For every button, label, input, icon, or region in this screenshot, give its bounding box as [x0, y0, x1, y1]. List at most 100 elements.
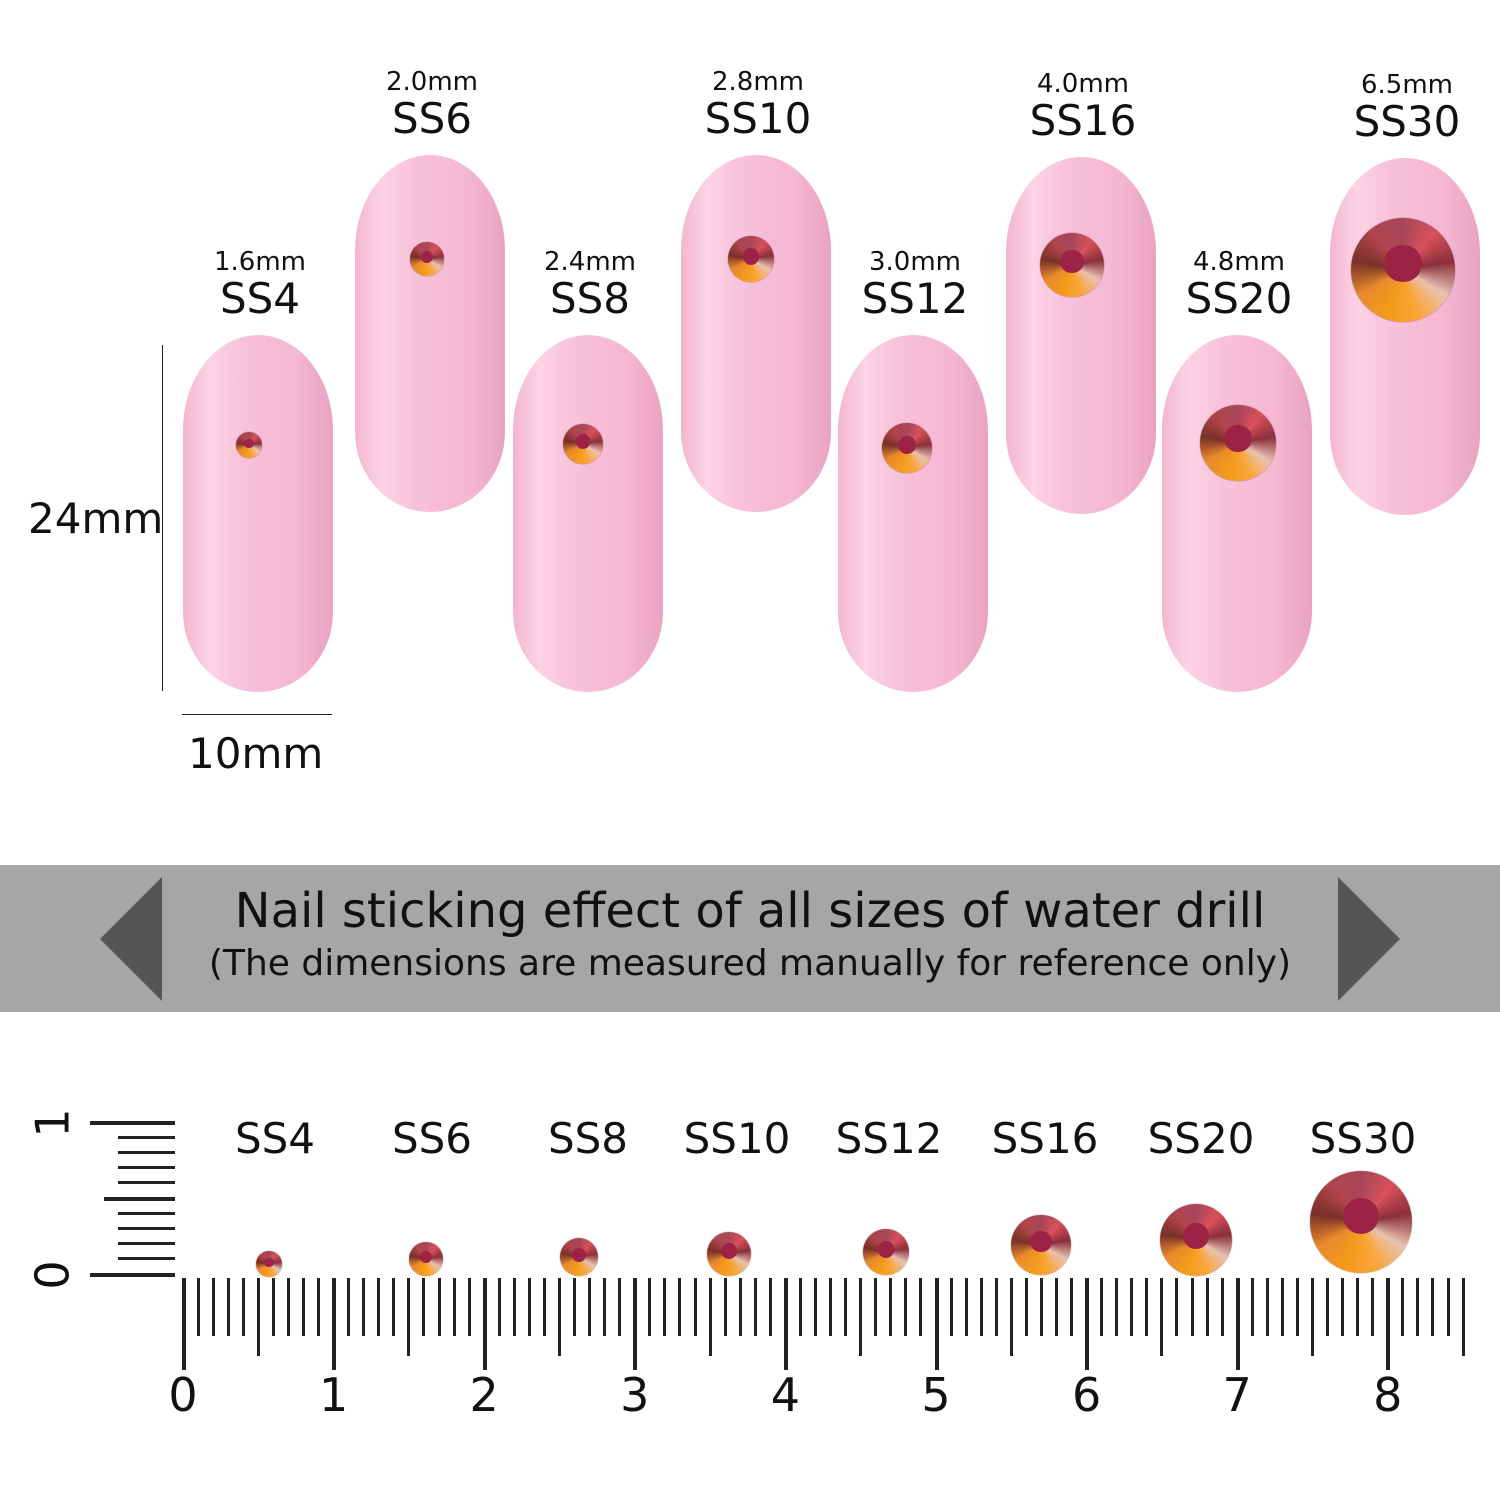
size-ss-label: SS16 — [1029, 96, 1137, 145]
height-label: 24mm — [28, 494, 164, 543]
rhinestone-icon — [1310, 1171, 1412, 1273]
nail — [1006, 157, 1156, 514]
ruler-tick — [1401, 1278, 1405, 1336]
vertical-ruler-number: 0 — [25, 1260, 80, 1290]
ruler-size-label: SS30 — [1309, 1114, 1417, 1163]
ruler-tick — [874, 1278, 878, 1336]
vertical-ruler-tick — [118, 1226, 175, 1230]
ruler-tick — [437, 1278, 441, 1336]
rhinestone-icon — [863, 1229, 909, 1275]
ruler-tick — [196, 1278, 200, 1336]
size-mm-label: 3.0mm — [868, 247, 961, 277]
ruler-number: 5 — [921, 1368, 951, 1422]
ruler-tick — [482, 1278, 487, 1370]
ruler-tick — [1311, 1278, 1314, 1356]
ruler-tick — [226, 1278, 230, 1336]
ruler-tick — [844, 1278, 848, 1336]
ruler-tick — [1085, 1278, 1090, 1370]
vertical-ruler-tick — [118, 1135, 175, 1139]
ruler-tick — [1235, 1278, 1240, 1370]
ruler-tick — [964, 1278, 968, 1336]
ruler-size-label: SS16 — [991, 1114, 1099, 1163]
rhinestone-icon — [1040, 233, 1104, 297]
banner-title: Nail sticking effect of all sizes of wat… — [234, 883, 1266, 939]
ruler-tick — [1431, 1278, 1435, 1336]
nail — [355, 155, 505, 512]
ruler-tick — [949, 1278, 953, 1336]
ruler-tick — [527, 1278, 531, 1336]
ruler-number: 8 — [1373, 1368, 1403, 1422]
ruler-tick — [994, 1278, 998, 1336]
size-ss-label: SS8 — [549, 274, 631, 323]
ruler-number: 2 — [469, 1368, 499, 1422]
size-ss-label: SS6 — [391, 94, 473, 143]
vertical-ruler-tick — [90, 1120, 175, 1125]
ruler-tick — [919, 1278, 923, 1336]
ruler-tick — [1039, 1278, 1043, 1336]
ruler-tick — [738, 1278, 742, 1336]
ruler-tick — [1145, 1278, 1149, 1336]
rhinestone-icon — [560, 1238, 598, 1276]
ruler-tick — [663, 1278, 667, 1336]
ruler-tick — [1326, 1278, 1330, 1336]
ruler-tick — [934, 1278, 939, 1370]
rhinestone-icon — [236, 432, 262, 458]
size-mm-label: 4.8mm — [1192, 247, 1285, 277]
ruler-tick — [1250, 1278, 1254, 1336]
ruler-tick — [1100, 1278, 1104, 1336]
vertical-ruler-tick — [118, 1150, 175, 1154]
vertical-ruler-tick — [118, 1242, 175, 1246]
vertical-ruler-number: 1 — [25, 1108, 80, 1138]
height-dimension-line — [162, 345, 163, 691]
rhinestone-icon — [410, 242, 444, 276]
ruler-tick — [467, 1278, 471, 1336]
size-mm-label: 2.0mm — [385, 67, 478, 97]
ruler-tick — [497, 1278, 501, 1336]
ruler-tick — [1416, 1278, 1420, 1336]
ruler-tick — [392, 1278, 396, 1336]
ruler-tick — [648, 1278, 652, 1336]
ruler-tick — [301, 1278, 305, 1336]
rhinestone-icon — [1200, 405, 1276, 481]
ruler-tick — [753, 1278, 757, 1336]
ruler-tick — [271, 1278, 275, 1336]
size-mm-label: 4.0mm — [1036, 69, 1129, 99]
nail — [838, 335, 988, 692]
ruler-tick — [708, 1278, 712, 1356]
banner-subtitle: (The dimensions are measured manually fo… — [208, 943, 1292, 984]
ruler-tick — [362, 1278, 366, 1336]
vertical-ruler-tick — [104, 1196, 175, 1201]
size-ss-label: SS20 — [1185, 274, 1293, 323]
size-mm-label: 2.4mm — [543, 247, 636, 277]
ruler-tick — [181, 1278, 186, 1370]
ruler-tick — [859, 1278, 863, 1356]
ruler-tick — [1356, 1278, 1360, 1336]
ruler-tick — [1115, 1278, 1119, 1336]
ruler-tick — [979, 1278, 983, 1336]
ruler-tick — [814, 1278, 818, 1336]
size-ss-label: SS4 — [219, 274, 301, 323]
ruler-tick — [317, 1278, 321, 1336]
ruler-size-label: SS20 — [1147, 1114, 1255, 1163]
rhinestone-icon — [256, 1251, 282, 1277]
ruler-tick — [678, 1278, 682, 1336]
banner: Nail sticking effect of all sizes of wat… — [0, 865, 1500, 1012]
ruler-tick — [512, 1278, 516, 1336]
ruler-tick — [904, 1278, 908, 1336]
size-ss-label: SS12 — [861, 274, 969, 323]
ruler-tick — [1280, 1278, 1284, 1336]
ruler-tick — [1220, 1278, 1224, 1336]
ruler-tick — [768, 1278, 772, 1336]
vertical-ruler-tick — [118, 1257, 175, 1261]
size-ss-label: SS30 — [1353, 97, 1461, 146]
ruler-size-label: SS6 — [391, 1114, 473, 1163]
ruler-tick — [347, 1278, 351, 1336]
width-dimension-line — [182, 714, 332, 715]
ruler-tick — [332, 1278, 337, 1370]
rhinestone-icon — [1160, 1204, 1232, 1276]
ruler-tick — [256, 1278, 260, 1356]
ruler-tick — [1024, 1278, 1028, 1336]
ruler-number: 1 — [318, 1368, 349, 1422]
ruler-number: 4 — [770, 1368, 801, 1422]
ruler-tick — [1371, 1278, 1375, 1336]
